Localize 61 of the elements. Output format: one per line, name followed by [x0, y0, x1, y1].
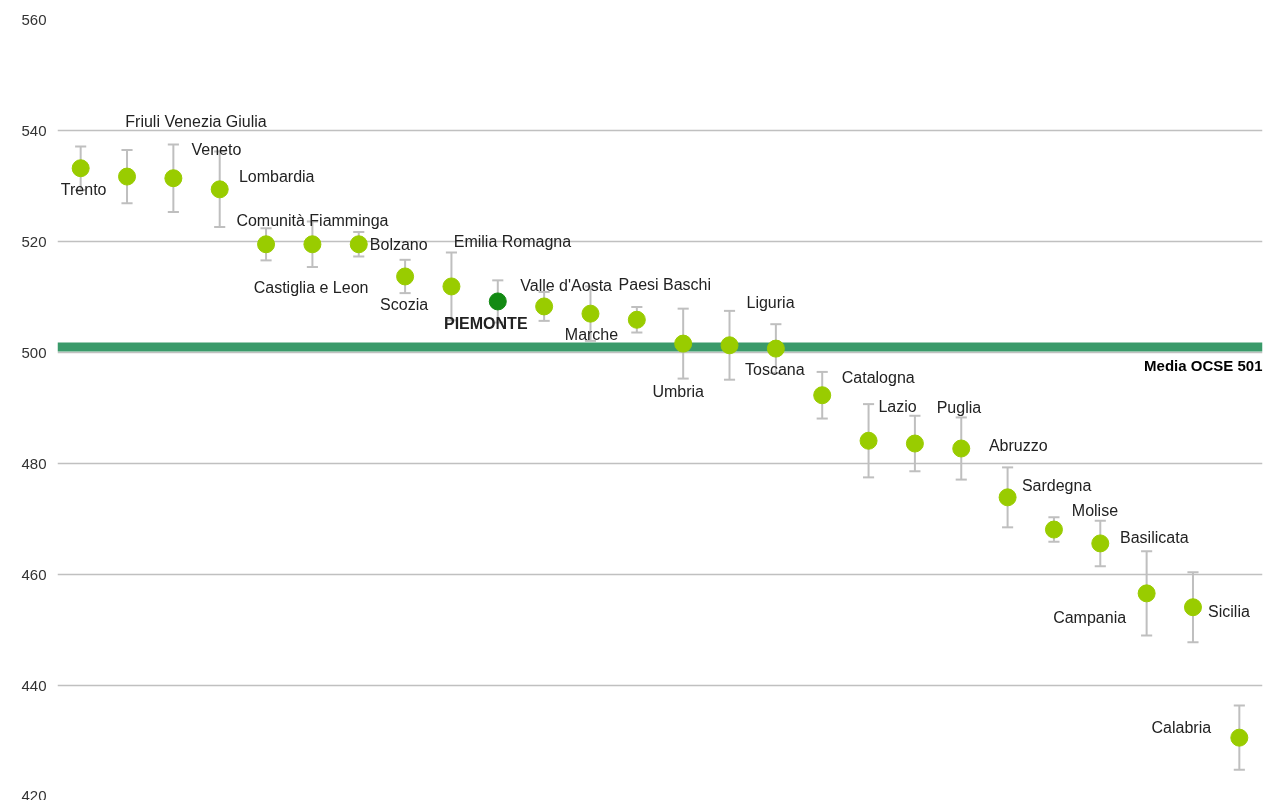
- series-label: Basilicata: [1120, 528, 1189, 546]
- series-label: PIEMONTE: [444, 314, 528, 332]
- series-label: Veneto: [191, 140, 242, 158]
- ref-line-label: Media OCSE 501: [1144, 356, 1263, 374]
- point: [349, 235, 368, 254]
- series-label: Marche: [564, 326, 619, 344]
- point: [1137, 584, 1156, 603]
- point: [118, 167, 137, 186]
- point: [303, 235, 322, 254]
- series-label: Lazio: [878, 398, 917, 416]
- point: [71, 159, 90, 178]
- series-label: Comunità Fiamminga: [236, 211, 389, 229]
- series-label: Catalogna: [841, 368, 915, 386]
- point: [1091, 534, 1110, 553]
- y-tick-label: 440: [21, 676, 47, 694]
- y-tick-label: 540: [21, 121, 47, 139]
- y-tick-label: 520: [21, 232, 47, 250]
- series-label: Emilia Romagna: [453, 232, 572, 250]
- series-label: Calabria: [1151, 719, 1212, 737]
- series-label: Paesi Baschi: [618, 276, 712, 294]
- point: [488, 292, 507, 311]
- y-tick-label: 420: [21, 786, 47, 800]
- point: [998, 488, 1017, 507]
- point: [813, 386, 832, 405]
- series-label: Sardegna: [1021, 476, 1092, 494]
- point: [905, 434, 924, 453]
- point: [581, 304, 600, 323]
- point: [720, 336, 739, 355]
- text: Umbria: [652, 383, 705, 401]
- point: [1230, 728, 1249, 747]
- point: [859, 431, 878, 450]
- point: [257, 235, 276, 254]
- point: [1044, 520, 1063, 539]
- y-tick-label: 460: [21, 565, 47, 583]
- series-label: Lombardia: [238, 167, 315, 185]
- series-label: Scozia: [380, 295, 429, 313]
- series-label: Molise: [1071, 502, 1119, 520]
- series-label: Valle d'Aosta: [520, 276, 613, 294]
- series-label: Liguria: [746, 293, 795, 311]
- y-tick-label: 560: [21, 10, 47, 28]
- y-tick-label: 480: [21, 454, 47, 472]
- point: [766, 339, 785, 358]
- point: [627, 310, 646, 329]
- series-label: Castiglia e Leon: [253, 278, 369, 296]
- series-label: Abruzzo: [988, 437, 1048, 455]
- text: Friuli Venezia Giulia: [125, 113, 267, 131]
- series-label: Sicilia: [1208, 602, 1250, 620]
- point: [674, 334, 693, 353]
- series-label: Trento: [60, 180, 107, 198]
- series-label: Toscana: [745, 361, 805, 379]
- series-label: Bolzano: [369, 235, 428, 253]
- point: [210, 180, 229, 199]
- series-label: Campania: [1053, 608, 1127, 626]
- point: [535, 297, 554, 316]
- point: [952, 439, 971, 458]
- point: [1183, 598, 1202, 617]
- series-label: Puglia: [936, 399, 982, 417]
- point: [164, 169, 183, 188]
- point: [396, 267, 415, 286]
- point: [442, 277, 461, 296]
- y-tick-label: 500: [21, 343, 47, 361]
